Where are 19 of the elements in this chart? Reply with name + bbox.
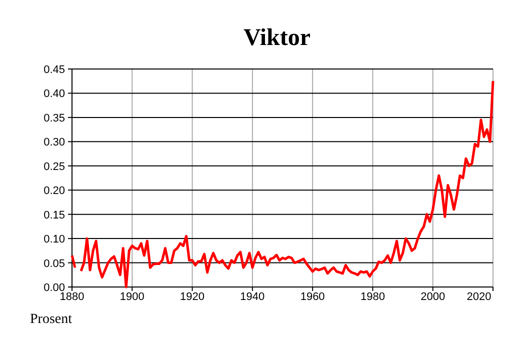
y-tick-label: 0.10 <box>44 234 65 246</box>
y-tick-label: 0.30 <box>44 136 65 149</box>
y-axis-title: Prosent <box>30 312 72 327</box>
y-tick-label: 0.15 <box>44 209 65 222</box>
x-tick-label: 1880 <box>60 291 84 303</box>
x-tick-label: 2020 <box>466 291 492 303</box>
x-tick-label: 2000 <box>420 291 446 303</box>
y-tick-label: 0.45 <box>44 64 65 76</box>
x-tick-label: 1940 <box>240 291 265 303</box>
x-tick-label: 1900 <box>120 291 144 303</box>
y-tick-label: 0.40 <box>44 88 65 100</box>
y-tick-label: 0.25 <box>44 160 65 173</box>
x-tick-label: 1920 <box>180 291 205 303</box>
x-tick-label: 1960 <box>300 291 325 303</box>
y-tick-label: 0.05 <box>44 258 65 270</box>
y-tick-label: 0.35 <box>44 112 65 124</box>
x-tick-label: 1980 <box>360 291 385 303</box>
chart-title: Viktor <box>243 25 311 51</box>
y-tick-label: 0.20 <box>44 185 65 198</box>
